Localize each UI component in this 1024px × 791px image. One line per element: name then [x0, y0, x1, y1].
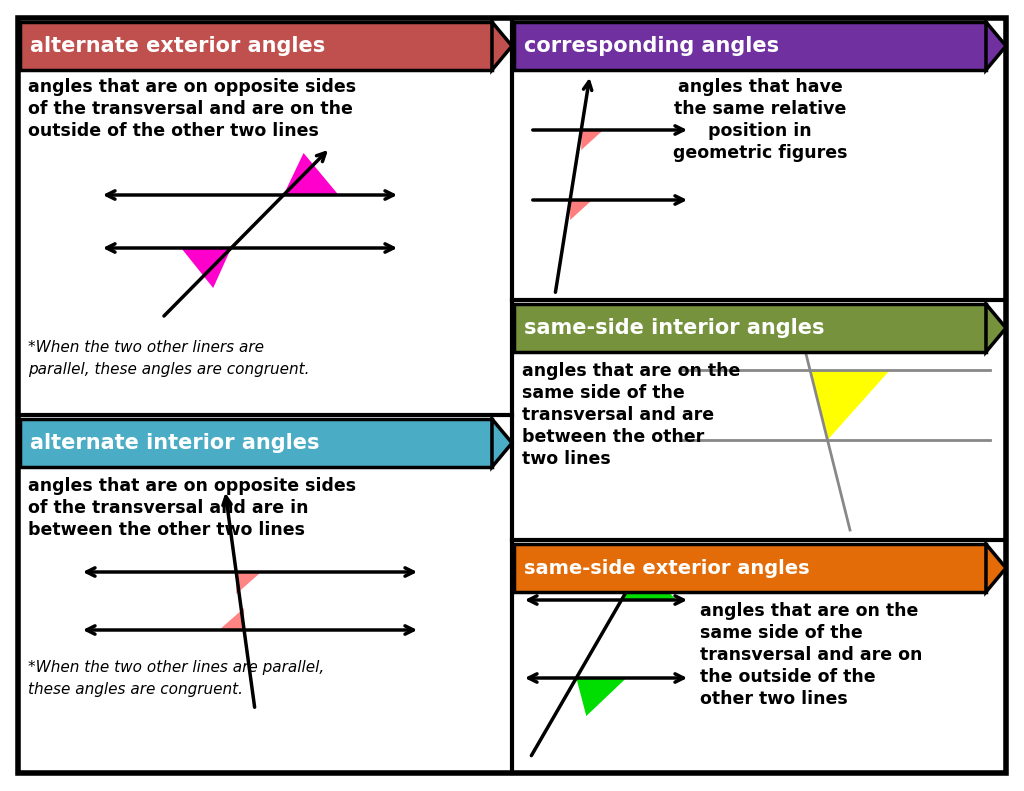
Text: angles that are on opposite sides: angles that are on opposite sides	[28, 477, 356, 495]
Text: transversal and are: transversal and are	[522, 406, 714, 424]
Text: between the other two lines: between the other two lines	[28, 521, 305, 539]
Text: *When the two other liners are: *When the two other liners are	[28, 340, 264, 355]
Text: alternate exterior angles: alternate exterior angles	[30, 36, 326, 56]
Text: same side of the: same side of the	[700, 624, 863, 642]
Bar	[514, 544, 986, 592]
Text: angles that are on the: angles that are on the	[700, 602, 919, 620]
Text: angles that have: angles that have	[678, 78, 843, 96]
Text: the same relative: the same relative	[674, 100, 846, 118]
Text: corresponding angles: corresponding angles	[524, 36, 779, 56]
Text: same-side interior angles: same-side interior angles	[524, 318, 824, 338]
Polygon shape	[582, 130, 603, 150]
Polygon shape	[810, 370, 890, 440]
Text: other two lines: other two lines	[700, 690, 848, 708]
Bar	[514, 22, 986, 70]
Polygon shape	[181, 248, 231, 288]
Polygon shape	[577, 678, 627, 716]
Polygon shape	[986, 544, 1006, 592]
Polygon shape	[219, 608, 244, 630]
Bar	[20, 22, 492, 70]
Polygon shape	[492, 22, 512, 70]
Text: the outside of the: the outside of the	[700, 668, 876, 686]
Text: same-side exterior angles: same-side exterior angles	[524, 558, 810, 577]
Text: two lines: two lines	[522, 450, 610, 468]
Text: position in: position in	[709, 122, 812, 140]
Text: transversal and are on: transversal and are on	[700, 646, 923, 664]
Polygon shape	[570, 200, 592, 220]
Polygon shape	[237, 572, 261, 594]
Text: of the transversal and are in: of the transversal and are in	[28, 499, 308, 517]
Text: of the transversal and are on the: of the transversal and are on the	[28, 100, 353, 118]
Text: angles that are on the: angles that are on the	[522, 362, 740, 380]
Polygon shape	[492, 419, 512, 467]
Text: alternate interior angles: alternate interior angles	[30, 433, 319, 453]
Text: between the other: between the other	[522, 428, 705, 446]
Text: geometric figures: geometric figures	[673, 144, 847, 162]
Polygon shape	[622, 560, 677, 600]
Polygon shape	[986, 304, 1006, 352]
Text: outside of the other two lines: outside of the other two lines	[28, 122, 318, 140]
Polygon shape	[284, 153, 339, 195]
Bar	[514, 304, 986, 352]
Text: angles that are on opposite sides: angles that are on opposite sides	[28, 78, 356, 96]
Polygon shape	[986, 22, 1006, 70]
Text: *When the two other lines are parallel,: *When the two other lines are parallel,	[28, 660, 325, 675]
Text: these angles are congruent.: these angles are congruent.	[28, 682, 243, 697]
Text: parallel, these angles are congruent.: parallel, these angles are congruent.	[28, 362, 309, 377]
Text: same side of the: same side of the	[522, 384, 685, 402]
Bar	[20, 419, 492, 467]
